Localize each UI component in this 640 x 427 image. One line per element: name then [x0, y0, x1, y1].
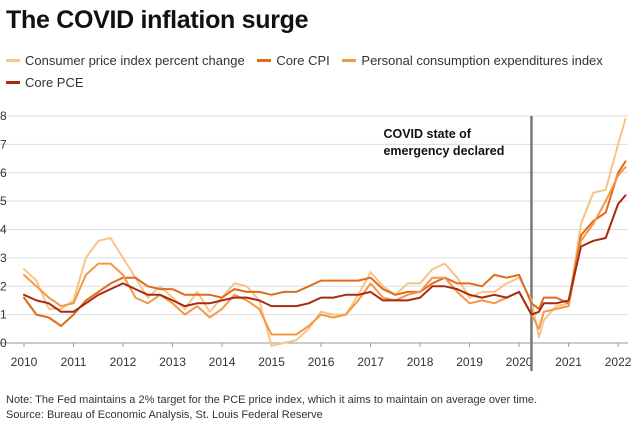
x-tick-label: 2011 — [61, 355, 87, 369]
chart-title: The COVID inflation surge — [6, 6, 309, 34]
note-text: Note: The Fed maintains a 2% target for … — [6, 394, 538, 406]
legend-swatch-core-cpi — [257, 59, 272, 63]
x-tick-label: 2016 — [308, 355, 335, 369]
x-tick-label: 2020 — [506, 355, 533, 369]
legend-label-core-cpi: Core CPI — [276, 53, 330, 68]
series-line-core-pce — [23, 194, 627, 316]
legend-item-cpi: Consumer price index percent change — [6, 50, 245, 72]
x-tick-label: 2013 — [159, 355, 186, 369]
legend-item-core-cpi: Core CPI — [257, 50, 330, 72]
y-tick-label: 8 — [0, 109, 7, 123]
chart-legend: Consumer price index percent change Core… — [6, 50, 634, 94]
y-tick-label: 2 — [0, 279, 7, 293]
x-tick-label: 2017 — [357, 355, 384, 369]
y-tick-label: 7 — [0, 137, 7, 151]
x-tick-label: 2014 — [209, 355, 236, 369]
legend-swatch-cpi — [6, 59, 20, 63]
y-tick-label: 4 — [0, 223, 7, 237]
legend-swatch-pce — [342, 59, 357, 63]
source-text: Source: Bureau of Economic Analysis, St.… — [6, 409, 323, 421]
series-line-cpi — [23, 117, 627, 347]
x-tick-label: 2018 — [407, 355, 434, 369]
y-tick-label: 3 — [0, 251, 7, 265]
legend-swatch-core-pce — [6, 81, 20, 85]
y-tick-label: 6 — [0, 166, 7, 180]
legend-label-cpi: Consumer price index percent change — [25, 53, 245, 68]
x-tick-label: 2021 — [555, 355, 582, 369]
x-tick-label: 2010 — [11, 355, 38, 369]
y-tick-label: 5 — [0, 194, 7, 208]
legend-item-core-pce: Core PCE — [6, 72, 84, 94]
annotation-text-line1: COVID state of — [383, 127, 471, 141]
legend-item-pce: Personal consumption expenditures index — [342, 50, 603, 72]
line-chart: 0 1 2 3 4 5 6 7 8 2010 2011 2012 2013 2014 2015 2016 201… — [0, 109, 632, 371]
x-tick-label: 2022 — [605, 355, 632, 369]
series-line-pce — [23, 166, 627, 336]
y-tick-label: 1 — [0, 308, 7, 322]
x-tick-label: 2012 — [110, 355, 137, 369]
legend-label-core-pce: Core PCE — [25, 75, 84, 90]
annotation-text-line2: emergency declared — [383, 144, 504, 158]
x-tick-label: 2019 — [456, 355, 483, 369]
x-tick-label: 2015 — [258, 355, 285, 369]
chart-footnote: Note: The Fed maintains a 2% target for … — [6, 393, 537, 423]
series-line-core-cpi — [23, 160, 627, 327]
legend-label-pce: Personal consumption expenditures index — [361, 53, 603, 68]
y-tick-label: 0 — [0, 336, 7, 350]
